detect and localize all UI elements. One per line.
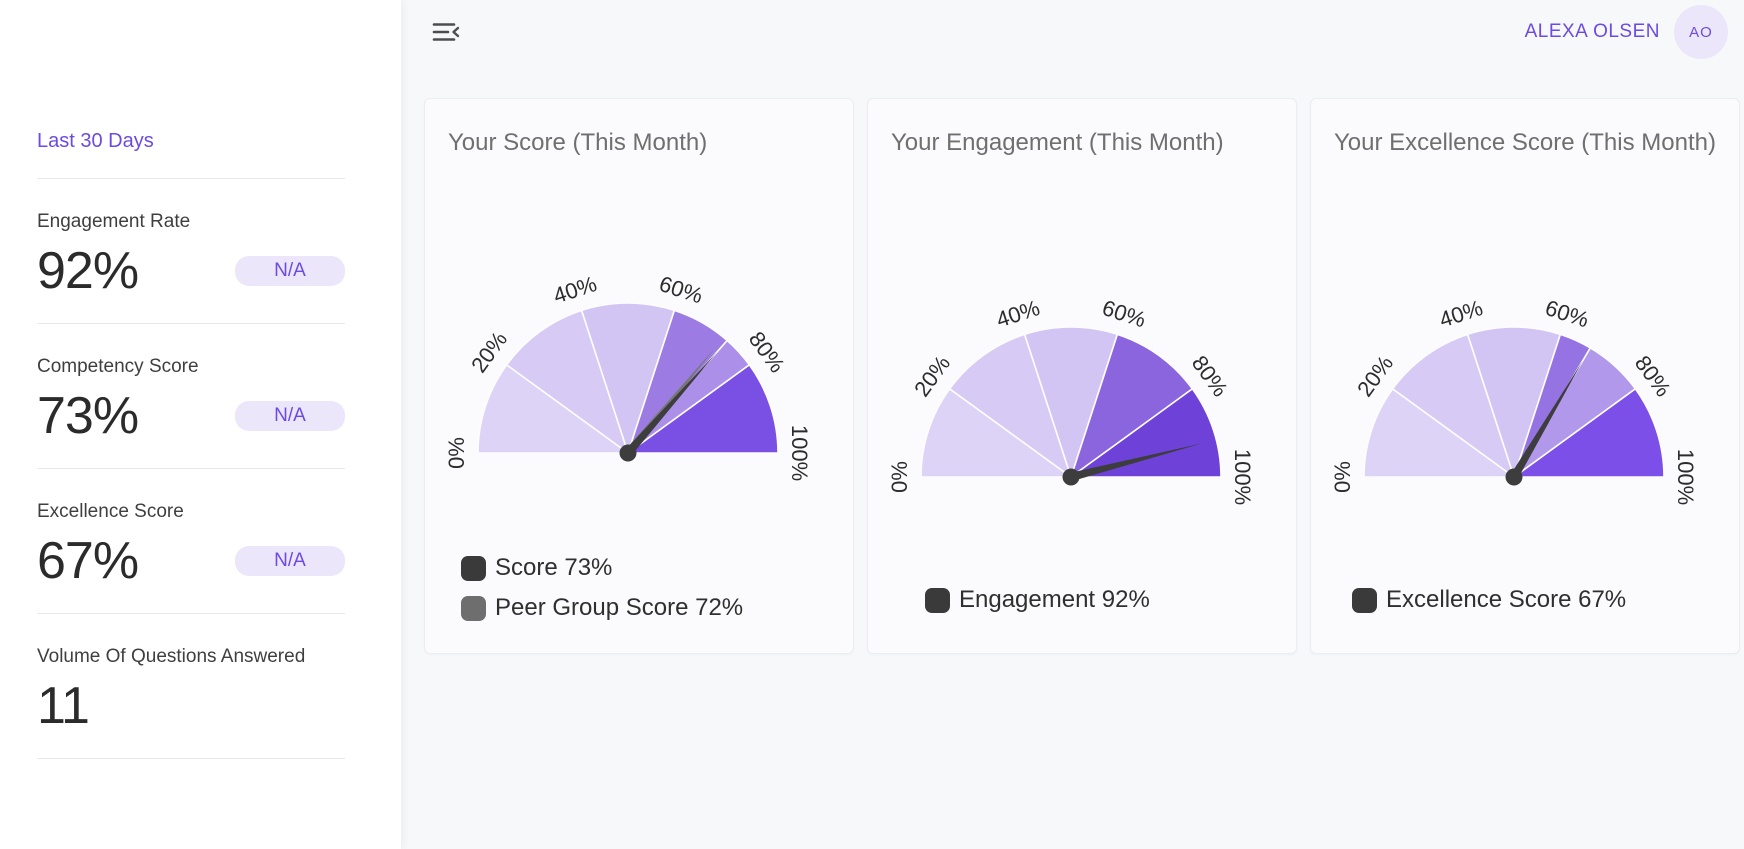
legend-item[interactable]: Peer Group Score 72% [461, 594, 743, 622]
gauge-tick-label: 60% [1542, 295, 1592, 332]
gauge-segment [505, 309, 630, 456]
legend-item[interactable]: Score 73% [461, 554, 743, 582]
card-title: Your Excellence Score (This Month) [1334, 129, 1716, 156]
gauge-needle [624, 351, 718, 456]
legend-label: Peer Group Score 72% [495, 594, 744, 621]
card-your-engagement: Your Engagement (This Month) 0% 20% 40% 60%… [867, 98, 1297, 654]
main-content: ALEXA OLSEN AO Your Score (This Month) 0… [401, 0, 1744, 849]
gauge-segment [1068, 387, 1222, 478]
gauge-segment [1511, 387, 1665, 478]
status-badge: N/A [235, 401, 345, 431]
gauge-segment [1391, 333, 1516, 480]
status-badge: N/A [235, 256, 345, 286]
card-your-excellence-score: Your Excellence Score (This Month) 0% 20%… [1310, 98, 1740, 654]
gauge-chart: 0% 20% 40% 60% 80% 100% [1314, 277, 1714, 517]
chart-legend: Engagement 92% [925, 586, 1150, 614]
gauge-segment [625, 363, 779, 454]
stat-label: Volume Of Questions Answered [37, 646, 306, 667]
legend-label: Excellence Score 67% [1386, 586, 1627, 613]
divider [37, 323, 345, 324]
stat-value: 67% [37, 532, 139, 590]
gauge-tick-label: 100% [1230, 449, 1255, 505]
user-menu: ALEXA OLSEN AO [1525, 5, 1728, 59]
stat-volume-questions: Volume Of Questions Answered 11 [37, 646, 345, 736]
gauge-segment [580, 302, 676, 456]
card-your-score: Your Score (This Month) 0% 20% 40% 60% 80% 10… [424, 98, 854, 654]
gauge-tick-label: 0% [1330, 461, 1355, 493]
gauge-segment [1363, 387, 1517, 478]
gauge-tick-label: 40% [550, 271, 600, 308]
legend-swatch [925, 587, 950, 613]
divider [37, 468, 345, 469]
gauge-needle-hub [1505, 468, 1523, 486]
gauge-segment [1069, 333, 1194, 480]
gauge-needle-hub [1062, 468, 1080, 486]
legend-item[interactable]: Excellence Score 67% [1352, 586, 1626, 614]
divider [37, 758, 345, 759]
stat-label: Engagement Rate [37, 211, 191, 232]
gauge-segment [1466, 326, 1562, 480]
legend-swatch [461, 555, 486, 581]
legend-swatch [1352, 587, 1377, 613]
user-name[interactable]: ALEXA OLSEN [1524, 21, 1660, 42]
gauge-tick-label: 40% [993, 295, 1043, 332]
stat-value: 92% [37, 242, 139, 300]
gauge-needle [1510, 360, 1583, 480]
legend-label: Engagement 92% [959, 586, 1150, 613]
gauge-tick-label: 100% [787, 425, 812, 481]
gauge-tick-label: 60% [1099, 295, 1149, 332]
divider [37, 613, 345, 614]
avatar[interactable]: AO [1674, 5, 1728, 59]
stat-excellence-score: Excellence Score 67% N/A [37, 501, 345, 591]
menu-fold-icon [431, 20, 461, 47]
divider [37, 178, 345, 179]
card-title: Your Engagement (This Month) [891, 129, 1224, 156]
legend-swatch [461, 595, 486, 621]
stat-value: 73% [37, 387, 139, 445]
gauge-cards-row: Your Score (This Month) 0% 20% 40% 60% 80% 10… [424, 98, 1740, 654]
status-badge: N/A [235, 546, 345, 576]
period-filter-link[interactable]: Last 30 Days [37, 130, 154, 152]
legend-label: Score 73% [495, 554, 613, 581]
legend-item[interactable]: Engagement 92% [925, 586, 1150, 614]
gauge-segment [1023, 326, 1119, 480]
gauge-tick-label: 0% [887, 461, 912, 493]
gauge-segment [477, 363, 631, 454]
sidebar-collapse-button[interactable] [429, 18, 463, 48]
gauge-segment [948, 333, 1073, 480]
gauge-needle [1069, 443, 1202, 482]
sidebar: Last 30 Days Engagement Rate 92% N/A Com… [0, 0, 401, 849]
gauge-segment [920, 387, 1074, 478]
stat-label: Competency Score [37, 356, 199, 377]
gauge-chart: 0% 20% 40% 60% 80% 100% [428, 253, 828, 493]
gauge-chart: 0% 20% 40% 60% 80% 100% [871, 277, 1271, 517]
card-title: Your Score (This Month) [448, 129, 708, 156]
stat-value: 11 [37, 677, 90, 735]
gauge-needle-hub [619, 444, 637, 462]
stat-engagement-rate: Engagement Rate 92% N/A [37, 211, 345, 301]
gauge-tick-label: 100% [1673, 449, 1698, 505]
stat-competency-score: Competency Score 73% N/A [37, 356, 345, 446]
gauge-tick-label: 60% [656, 271, 706, 308]
gauge-tick-label: 40% [1436, 295, 1486, 332]
gauge-tick-label: 0% [444, 437, 469, 469]
chart-legend: Score 73% Peer Group Score 72% [461, 554, 743, 622]
chart-legend: Excellence Score 67% [1352, 586, 1626, 614]
stat-label: Excellence Score [37, 501, 184, 522]
